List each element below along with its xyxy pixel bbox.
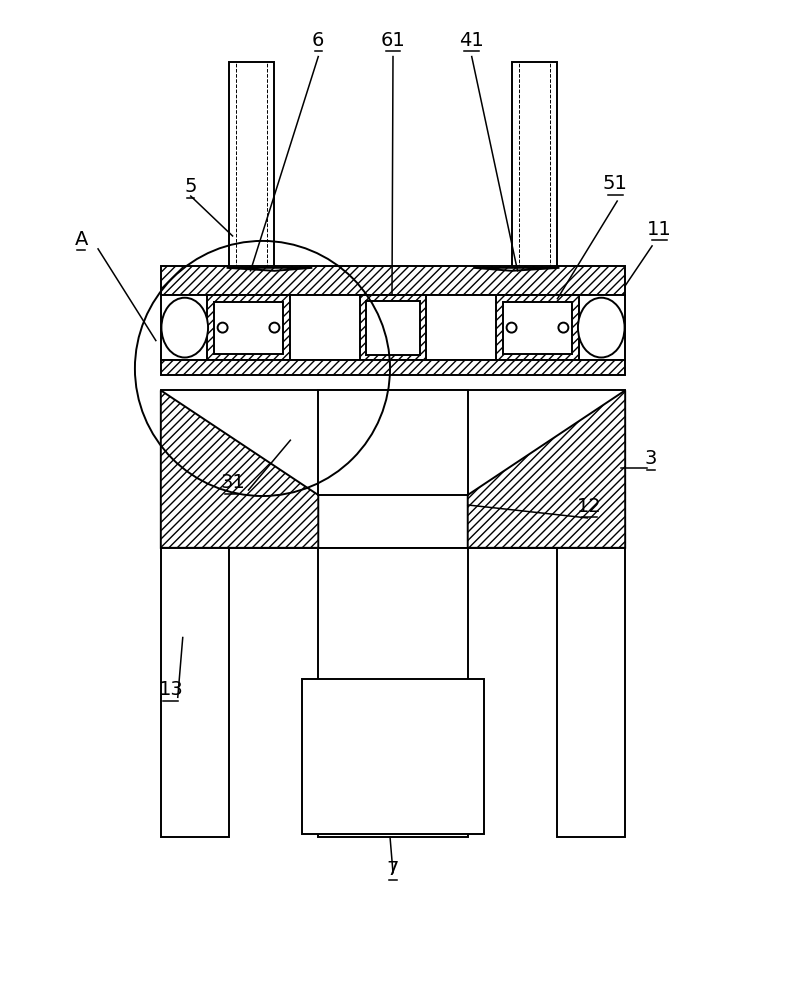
- Text: 13: 13: [159, 680, 183, 699]
- Text: 3: 3: [645, 449, 657, 468]
- Bar: [318, 390, 468, 495]
- Text: 12: 12: [577, 497, 601, 516]
- Ellipse shape: [578, 298, 625, 358]
- Bar: [161, 295, 625, 360]
- Bar: [557, 548, 625, 837]
- Circle shape: [558, 323, 568, 333]
- Bar: [360, 295, 426, 360]
- Text: 5: 5: [185, 177, 197, 196]
- Polygon shape: [474, 268, 560, 271]
- Text: A: A: [75, 230, 88, 249]
- Bar: [214, 302, 284, 354]
- Bar: [303, 679, 483, 834]
- Text: 61: 61: [380, 31, 406, 50]
- Polygon shape: [468, 390, 625, 548]
- Text: 41: 41: [459, 31, 484, 50]
- Bar: [161, 360, 625, 375]
- Bar: [512, 62, 557, 273]
- Bar: [502, 302, 572, 354]
- Polygon shape: [161, 390, 318, 548]
- Text: 31: 31: [220, 473, 245, 492]
- Bar: [207, 295, 290, 360]
- Bar: [161, 266, 625, 295]
- Circle shape: [507, 323, 516, 333]
- Text: 51: 51: [603, 174, 628, 193]
- Bar: [229, 62, 274, 273]
- Text: 7: 7: [387, 860, 399, 879]
- Circle shape: [218, 323, 228, 333]
- Text: 6: 6: [312, 31, 325, 50]
- Bar: [318, 548, 468, 837]
- Bar: [161, 548, 229, 837]
- Circle shape: [270, 323, 279, 333]
- Bar: [496, 295, 579, 360]
- Ellipse shape: [161, 298, 208, 358]
- Polygon shape: [226, 268, 312, 271]
- Text: 11: 11: [647, 220, 671, 239]
- Bar: [366, 301, 420, 355]
- Bar: [161, 390, 625, 548]
